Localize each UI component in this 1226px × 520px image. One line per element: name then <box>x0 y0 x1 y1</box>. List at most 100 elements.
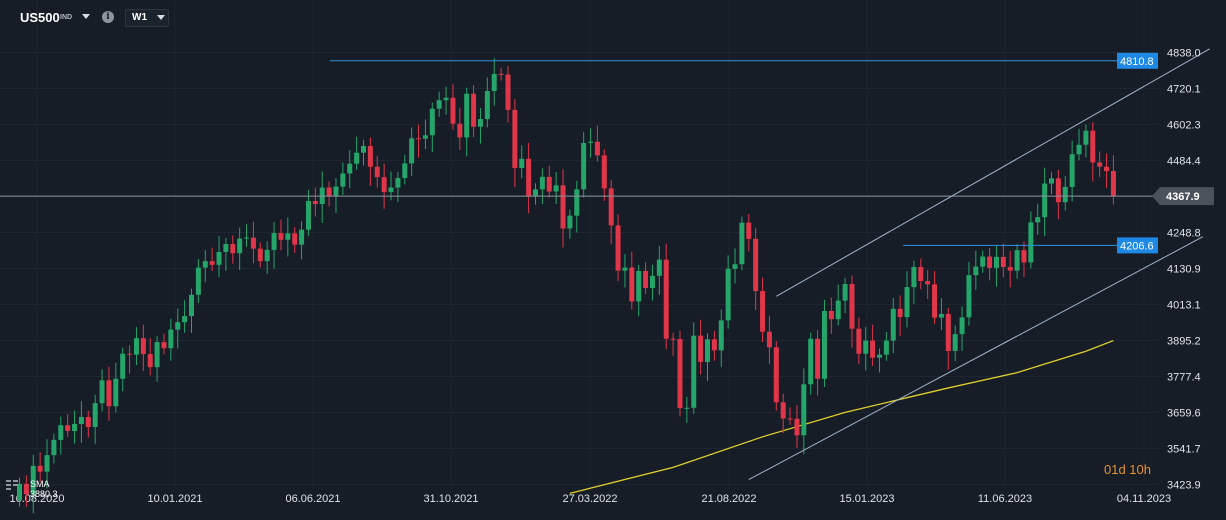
candle <box>732 248 738 284</box>
candle <box>670 332 676 356</box>
candle-body <box>849 284 855 329</box>
candle <box>925 270 931 300</box>
candle <box>443 86 449 115</box>
candle <box>773 341 779 411</box>
candle <box>643 262 649 295</box>
candle-body <box>37 465 43 472</box>
candle-body <box>952 334 958 351</box>
candle <box>223 237 229 271</box>
candle-body <box>484 90 490 120</box>
candle-body <box>1062 186 1068 203</box>
candle-body <box>945 314 951 351</box>
candle-body <box>99 380 105 404</box>
candle-body <box>684 407 690 409</box>
candle <box>801 368 807 455</box>
candle <box>429 102 435 153</box>
candle-body <box>65 425 71 432</box>
candle-body <box>780 402 786 419</box>
level-label-box <box>1117 52 1158 69</box>
symbol-name[interactable]: US500 <box>20 10 60 25</box>
candle <box>1110 155 1116 205</box>
candle-body <box>189 294 194 317</box>
channel-line-lower <box>748 236 1204 481</box>
candle <box>305 189 311 236</box>
candle-body <box>615 225 621 271</box>
candle-body <box>450 97 456 124</box>
candle-body <box>285 233 291 240</box>
candle <box>636 264 642 317</box>
candle <box>326 181 332 207</box>
y-tick-label: 4484.4 <box>1167 156 1201 168</box>
level-label: 4206.6 <box>1120 240 1154 252</box>
candle-body <box>237 238 243 254</box>
candle <box>195 259 201 304</box>
candle <box>505 65 511 123</box>
candle-body <box>1090 130 1096 163</box>
candle-body <box>1007 266 1013 271</box>
y-tick-label: 4248.8 <box>1167 228 1201 240</box>
candle <box>601 149 607 201</box>
candle <box>594 125 600 162</box>
candle <box>1021 241 1027 278</box>
candle-body <box>815 338 821 379</box>
symbol-dropdown-icon[interactable] <box>82 14 90 19</box>
candle <box>292 227 298 253</box>
candle-body <box>787 418 793 420</box>
candle <box>484 77 490 128</box>
candle-body <box>993 256 999 268</box>
candle-body <box>698 335 704 362</box>
candle-body <box>58 425 64 440</box>
candle <box>498 67 504 81</box>
candle-body <box>581 142 587 190</box>
candle <box>361 139 366 166</box>
candle <box>182 300 188 333</box>
candle <box>230 235 236 264</box>
candle-body <box>773 347 779 403</box>
candle <box>567 209 573 239</box>
candle <box>416 124 422 158</box>
candle-body <box>278 233 284 240</box>
candle <box>787 407 793 425</box>
candle <box>154 335 160 382</box>
candle-body <box>299 229 305 245</box>
candle-body <box>519 158 525 168</box>
info-icon[interactable]: i <box>102 11 114 23</box>
candle <box>863 327 869 371</box>
candle-body <box>732 264 738 269</box>
candle-body <box>154 342 160 368</box>
candles-layer <box>17 57 1116 514</box>
candle <box>945 307 951 370</box>
x-tick-label: 11.06.2023 <box>978 493 1032 505</box>
levels-layer: 4810.8 4206.6 <box>0 52 1158 254</box>
candle-body <box>140 338 146 355</box>
timeframe-selector[interactable]: W1 <box>125 9 169 27</box>
candle <box>780 393 786 434</box>
candle-body <box>182 316 188 323</box>
level-label-box <box>1117 237 1158 254</box>
candle <box>58 416 64 455</box>
y-tick-label: 3423.9 <box>1167 480 1201 492</box>
chevron-down-icon <box>157 15 165 20</box>
candle <box>821 299 827 388</box>
candle-body <box>533 189 538 197</box>
candle <box>92 394 98 444</box>
candle-body <box>422 135 428 139</box>
candle-body <box>402 163 408 179</box>
candle <box>828 297 834 334</box>
y-tick-label: 4130.9 <box>1167 264 1201 276</box>
candle <box>1076 128 1082 161</box>
candle <box>533 183 538 205</box>
candle-body <box>539 176 545 190</box>
candle-body <box>17 483 22 501</box>
candle <box>588 128 594 158</box>
candle-body <box>691 335 697 408</box>
grid-layer <box>0 52 1158 485</box>
candle <box>189 288 194 333</box>
candle-body <box>897 308 903 318</box>
candle-body <box>202 261 208 268</box>
candle <box>877 348 882 373</box>
candle <box>1028 211 1034 269</box>
channel-layer <box>748 48 1210 481</box>
